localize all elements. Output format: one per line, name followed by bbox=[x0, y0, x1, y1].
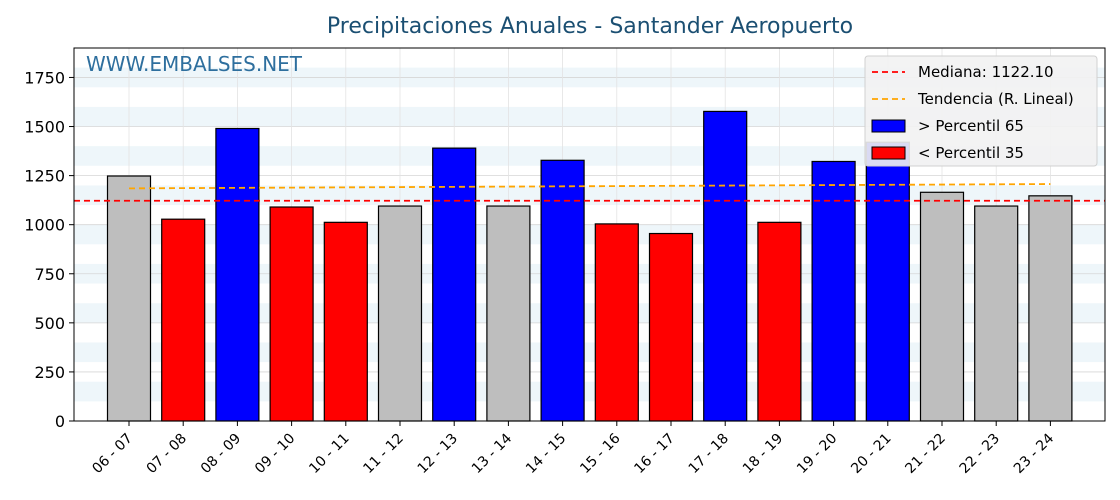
bar-23-24 bbox=[1028, 195, 1073, 422]
y-tick-label: 250 bbox=[34, 363, 65, 382]
legend: Mediana: 1122.10 Tendencia (R. Lineal) > … bbox=[864, 55, 1098, 167]
y-tick-label: 750 bbox=[34, 265, 65, 284]
bar-22-23 bbox=[974, 205, 1019, 422]
y-tick-label: 500 bbox=[34, 314, 65, 333]
background-band bbox=[74, 106, 1105, 127]
y-tick-label: 1000 bbox=[24, 216, 65, 235]
legend-box bbox=[864, 55, 1098, 167]
x-tick-label: 16 - 17 bbox=[631, 431, 677, 477]
legend-label: > Percentil 65 bbox=[918, 117, 1024, 135]
x-tick-label: 22 - 23 bbox=[957, 431, 1003, 477]
bar-13-14 bbox=[486, 205, 531, 422]
bar-09-10 bbox=[269, 206, 314, 422]
legend-box-swatch bbox=[871, 146, 906, 160]
x-tick-label: 21 - 22 bbox=[902, 431, 948, 477]
x-tick-label: 19 - 20 bbox=[794, 431, 840, 477]
bar-06-07 bbox=[106, 175, 152, 422]
x-tick-label: 18 - 19 bbox=[740, 431, 786, 477]
bar-08-09 bbox=[215, 127, 260, 422]
x-tick-label: 14 - 15 bbox=[523, 431, 569, 477]
watermark-text: WWW.EMBALSES.NET bbox=[86, 52, 303, 76]
x-tick-label: 13 - 14 bbox=[469, 430, 515, 476]
bar-14-15 bbox=[540, 159, 585, 422]
x-tick-label: 10 - 11 bbox=[306, 431, 352, 477]
legend-box-swatch bbox=[871, 119, 906, 133]
x-axis: 06 - 07 07 - 08 08 - 09 09 - 10 10 - 11 11 - … bbox=[89, 421, 1057, 477]
bar-12-13 bbox=[432, 147, 477, 422]
bar-18-19 bbox=[757, 221, 802, 422]
legend-label: < Percentil 35 bbox=[918, 144, 1024, 162]
x-tick-label: 06 - 07 bbox=[89, 431, 135, 477]
reference-lines bbox=[74, 183, 1105, 202]
y-tick-label: 1750 bbox=[24, 68, 65, 87]
x-tick-label: 08 - 09 bbox=[198, 431, 244, 477]
bar-16-17 bbox=[648, 232, 694, 422]
x-tick-label: 11 - 12 bbox=[360, 431, 406, 477]
x-tick-label: 09 - 10 bbox=[252, 431, 298, 477]
y-tick-label: 1500 bbox=[24, 118, 65, 137]
bar-11-12 bbox=[377, 205, 423, 422]
trend-line bbox=[128, 183, 1051, 190]
y-tick-label: 0 bbox=[55, 412, 65, 431]
x-tick-label: 07 - 08 bbox=[144, 431, 190, 477]
bar-07-08 bbox=[161, 218, 206, 422]
bars bbox=[106, 110, 1073, 422]
x-tick-label: 12 - 13 bbox=[415, 431, 461, 477]
x-tick-label: 17 - 18 bbox=[686, 431, 732, 477]
legend-label: Mediana: 1122.10 bbox=[918, 63, 1054, 81]
y-axis: 0 250 500 750 1000 1250 1500 1750 bbox=[24, 68, 74, 431]
y-tick-label: 1250 bbox=[24, 167, 65, 186]
legend-label: Tendencia (R. Lineal) bbox=[917, 90, 1074, 108]
chart-title: Precipitaciones Anuales - Santander Aero… bbox=[327, 14, 853, 39]
bar-21-22 bbox=[919, 191, 965, 422]
bar-15-16 bbox=[594, 223, 639, 422]
bar-20-21 bbox=[865, 141, 910, 422]
x-tick-label: 23 - 24 bbox=[1011, 430, 1057, 476]
plot-frame bbox=[73, 47, 1106, 422]
bar-17-18 bbox=[703, 110, 748, 422]
bar-10-11 bbox=[323, 221, 368, 422]
x-tick-label: 20 - 21 bbox=[848, 431, 894, 477]
x-tick-label: 15 - 16 bbox=[577, 430, 623, 476]
